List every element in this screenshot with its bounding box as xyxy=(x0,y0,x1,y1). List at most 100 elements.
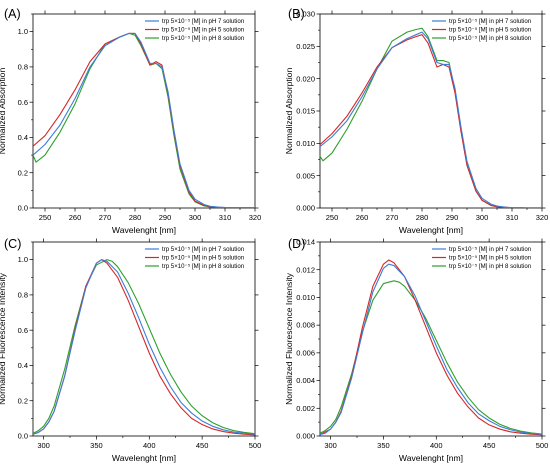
x-tick-label: 310 xyxy=(506,213,519,222)
x-tick-label: 500 xyxy=(249,441,262,450)
y-tick-label: 0.0 xyxy=(18,432,28,441)
y-tick-label: 0.8 xyxy=(18,63,28,72)
x-tick-label: 300 xyxy=(476,213,489,222)
x-tick-label: 320 xyxy=(249,213,262,222)
series-line-0 xyxy=(320,31,542,208)
y-tick-label: 0.2 xyxy=(18,168,28,177)
y-tick-label: 0.020 xyxy=(296,74,315,83)
x-tick-label: 350 xyxy=(377,441,390,450)
x-tick-label: 450 xyxy=(196,441,209,450)
legend-label-2: trp 5×10⁻⁵ [M] in pH 8 solution xyxy=(449,263,531,270)
x-tick-label: 250 xyxy=(39,213,52,222)
y-tick-label: 0.002 xyxy=(296,404,315,413)
y-axis-title: Normalized Absorption xyxy=(0,68,7,155)
series-line-2 xyxy=(320,280,542,435)
series-group xyxy=(320,259,542,436)
y-tick-label: 0.4 xyxy=(18,361,28,370)
y-tick-label: 0.014 xyxy=(296,238,315,247)
legend: trp 5×10⁻⁵ [M] in pH 7 solution trp 5×10⁻… xyxy=(145,18,244,42)
legend: trp 5×10⁻⁵ [M] in pH 7 solution trp 5×10⁻… xyxy=(432,246,531,270)
y-tick-label: 0.008 xyxy=(296,321,315,330)
legend-label-1: trp 5×10⁻⁵ [M] in pH 5 solution xyxy=(449,27,531,34)
y-tick-label: 0.006 xyxy=(296,348,315,357)
y-tick-label: 0.015 xyxy=(296,107,315,116)
x-tick-label: 500 xyxy=(536,441,549,450)
series-line-0 xyxy=(33,32,255,208)
panel-c: (C) 300 350 400 450 500 0.0 0.2 0.4 0.6 0.8 1.0 Wave… xyxy=(0,237,261,463)
x-axis-title: Wavelenght [nm] xyxy=(399,225,463,235)
y-tick-label: 0.8 xyxy=(18,291,28,300)
y-tick-label: 0.000 xyxy=(296,204,315,213)
legend-label-0: trp 5×10⁻⁵ [M] in pH 7 solution xyxy=(449,18,531,25)
panel-label: (D) xyxy=(288,237,305,251)
legend-label-2: trp 5×10⁻⁵ [M] in pH 8 solution xyxy=(162,263,244,270)
x-tick-label: 290 xyxy=(446,213,459,222)
x-tick-label: 290 xyxy=(159,213,172,222)
legend-label-0: trp 5×10⁻⁵ [M] in pH 7 solution xyxy=(162,18,244,25)
panel-d: (D) 300 350 400 450 500 0.000 0.002 0.004 0.006 0.… xyxy=(284,237,548,463)
y-tick-label: 0.010 xyxy=(296,139,315,148)
y-tick-label: 1.0 xyxy=(18,255,28,264)
series-line-0 xyxy=(320,263,542,436)
y-tick-label: 0.030 xyxy=(296,10,315,19)
x-tick-label: 300 xyxy=(324,441,337,450)
panel-label: (B) xyxy=(288,7,305,21)
series-line-2 xyxy=(33,32,255,208)
x-axis-title: Wavelenght [nm] xyxy=(112,225,176,235)
y-tick-label: 0.6 xyxy=(18,326,28,335)
series-group xyxy=(33,259,255,436)
x-axis-title: Wavelenght [nm] xyxy=(399,453,463,463)
legend-label-0: trp 5×10⁻⁵ [M] in pH 7 solution xyxy=(162,246,244,253)
series-line-1 xyxy=(320,259,542,436)
y-tick-label: 0.005 xyxy=(296,171,315,180)
y-tick-label: 0.2 xyxy=(18,396,28,405)
x-tick-label: 400 xyxy=(143,441,156,450)
legend-label-2: trp 5×10⁻⁵ [M] in pH 8 solution xyxy=(162,35,244,42)
legend-label-0: trp 5×10⁻⁵ [M] in pH 7 solution xyxy=(449,246,531,253)
x-axis-title: Wavelenght [nm] xyxy=(112,453,176,463)
legend-label-2: trp 5×10⁻⁵ [M] in pH 8 solution xyxy=(449,35,531,42)
x-tick-label: 250 xyxy=(326,213,339,222)
y-tick-label: 0.012 xyxy=(296,265,315,274)
y-tick-label: 1.0 xyxy=(18,27,28,36)
legend-label-1: trp 5×10⁻⁵ [M] in pH 5 solution xyxy=(162,27,244,34)
plot-frame xyxy=(32,13,256,209)
plot-frame xyxy=(32,241,256,437)
y-tick-label: 0.004 xyxy=(296,376,315,385)
x-tick-label: 400 xyxy=(430,441,443,450)
panel-a: (A) 250 260 270 280 290 300 310 320 0.0 0.2 0.4 0.6 0… xyxy=(0,7,261,235)
x-tick-label: 300 xyxy=(37,441,50,450)
x-tick-label: 280 xyxy=(129,213,142,222)
x-tick-label: 280 xyxy=(416,213,429,222)
y-axis-title: Normalized Fluorescence Intensity xyxy=(284,272,294,405)
series-group xyxy=(33,32,255,208)
y-tick-label: 0.000 xyxy=(296,432,315,441)
y-tick-label: 0.025 xyxy=(296,42,315,51)
panel-b: (B) 250 260 270 280 290 300 310 320 0.000 0.005 0.0… xyxy=(284,7,548,235)
y-axis-title: Normalized Absorption xyxy=(284,68,294,155)
x-tick-label: 260 xyxy=(69,213,82,222)
y-tick-label: 0.6 xyxy=(18,98,28,107)
panel-label: (C) xyxy=(4,237,21,251)
series-line-1 xyxy=(320,34,542,208)
series-line-1 xyxy=(33,259,255,436)
x-tick-label: 260 xyxy=(356,213,369,222)
x-tick-label: 450 xyxy=(483,441,496,450)
x-tick-label: 350 xyxy=(90,441,103,450)
y-tick-label: 0.0 xyxy=(18,204,28,213)
legend: trp 5×10⁻⁵ [M] in pH 7 solution trp 5×10⁻… xyxy=(145,246,244,270)
x-tick-label: 320 xyxy=(536,213,549,222)
y-tick-label: 0.010 xyxy=(296,293,315,302)
legend-label-1: trp 5×10⁻⁵ [M] in pH 5 solution xyxy=(449,255,531,262)
series-group xyxy=(320,27,542,208)
series-line-0 xyxy=(33,259,255,435)
legend-label-1: trp 5×10⁻⁵ [M] in pH 5 solution xyxy=(162,255,244,262)
x-tick-label: 270 xyxy=(386,213,399,222)
panel-label: (A) xyxy=(4,7,21,21)
y-tick-label: 0.4 xyxy=(18,133,28,142)
series-line-2 xyxy=(33,259,255,435)
series-line-2 xyxy=(320,27,542,208)
x-tick-label: 300 xyxy=(189,213,202,222)
x-tick-label: 270 xyxy=(99,213,112,222)
